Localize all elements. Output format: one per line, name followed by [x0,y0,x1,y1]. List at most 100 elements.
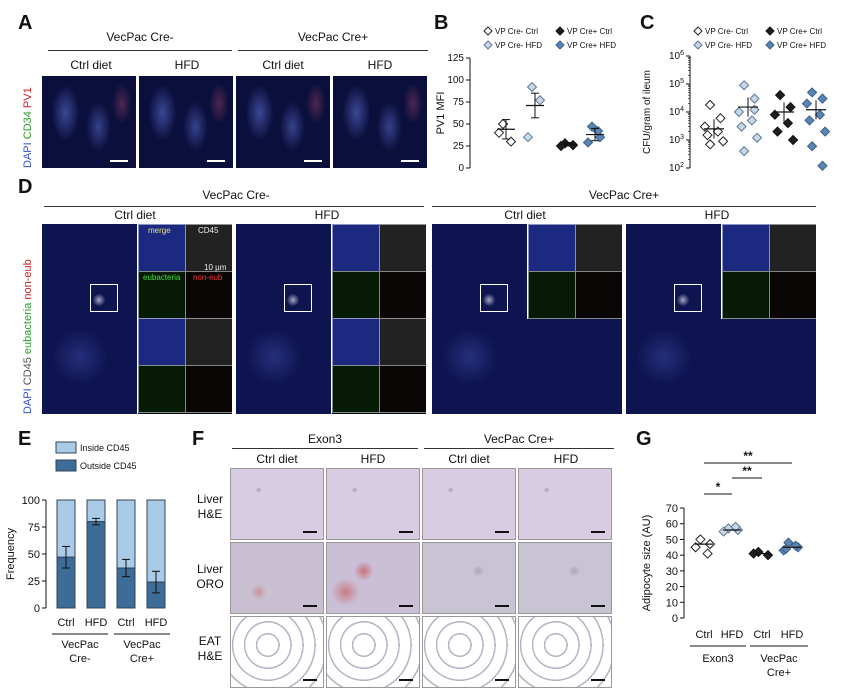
panel-letter-a: A [18,12,33,34]
c-ytick-label-0: 102 [669,162,684,174]
e-ytick-label-3: 75 [28,522,40,534]
d-roi-box-2 [284,284,312,312]
c-point-2-5 [787,134,799,146]
c-legend-marker-2 [693,40,703,50]
a-micrograph-row [42,76,430,168]
d-col-4: HFD [704,208,730,222]
e-legend-swatch-1 [55,459,77,472]
e-bar-outside-1 [86,521,106,609]
g-ytick-label-1: 10 [666,597,678,609]
d-inset-cell-2-5 [332,318,380,366]
f-micrograph-1-4 [518,468,612,540]
f-scale-bar-3-2 [399,679,413,681]
d-col-1: Ctrl diet [114,208,156,222]
chart-c: VP Cre- Ctrl VP Cre+ Ctrl VP Cre- HFD VP Cr… [642,26,831,174]
f-row-3: EAT H&E [197,634,223,663]
g-xtick-label-1: HFD [721,629,744,641]
g-ytick-label-6: 60 [666,519,678,531]
d-inset-cell-2-3 [332,271,380,319]
panel-letter-d: D [18,176,33,198]
a-col-2: HFD [174,58,200,72]
b-legend-label-0: VP Cre- Ctrl [495,27,538,36]
c-point-1-2 [733,106,745,118]
d-inset-scale: 10 µm [204,263,227,272]
f-group-cre-plus: VecPac Cre+ [483,432,555,446]
f-micrograph-2-1 [230,542,324,614]
b-ytick-label-1: 25 [453,141,465,152]
e-legend-swatch-0 [55,441,77,454]
e-xtick-label-2: Ctrl [117,617,134,629]
c-point-1-4 [736,121,747,132]
d-inset-cell-1-7 [138,365,186,413]
c-point-2-0 [774,89,786,101]
e-ytick-label-2: 50 [28,549,40,561]
c-ylabel: CFU/gram of ileum [642,70,653,154]
f-micrograph-2-2 [326,542,420,614]
b-ytick-label-5: 125 [447,53,464,64]
a-scale-bar-4 [401,160,419,162]
panel-letter-b: B [434,12,449,34]
a-scale-bar-1 [110,160,128,162]
f-micrograph-2-4 [518,542,612,614]
d-group-cre-minus: VecPac Cre- [202,188,270,202]
b-legend-label-2: VP Cre- HFD [495,41,542,50]
c-ytick-label-4: 106 [669,50,684,62]
c-point-0-0 [704,99,716,111]
c-point-1-1 [749,93,760,104]
g-xtick-label-0: Ctrl [695,629,712,641]
b-ytick-label-4: 100 [447,75,464,86]
b-ytick-label-0: 0 [458,163,464,174]
d-micrograph-3 [432,224,622,414]
f-group-exon3: Exon3 [307,432,343,446]
b-point-1-0 [526,81,538,93]
f-scale-bar-1-1 [303,531,317,533]
d-inset-cell-2-2 [379,224,426,272]
a-micrograph-3 [236,76,330,168]
c-point-2-4 [772,126,783,137]
c-point-2-3 [782,117,794,129]
d-roi-box-1 [90,284,118,312]
b-point-1-1 [534,95,546,106]
chart-b: VP Cre- Ctrl VP Cre+ Ctrl VP Cre- HFD VP Cr… [435,26,616,174]
d-inset-merge: merge [148,226,171,235]
g-ytick-label-4: 40 [666,550,678,562]
f-scale-bar-2-4 [591,605,605,607]
e-group-label-1-b: Cre+ [130,653,154,665]
panel-letter-e: E [18,428,32,450]
f-scale-bar-1-3 [495,531,509,533]
panel-letter-f: F [192,428,205,450]
a-group-cre-minus: VecPac Cre- [106,30,174,44]
f-scale-bar-2-2 [399,605,413,607]
c-point-0-6 [704,139,716,150]
f-micrograph-3-3 [422,616,516,688]
f-col-4: HFD [553,452,579,466]
f-scale-bar-2-3 [495,605,509,607]
a-col-4: HFD [367,58,393,72]
d-inset-cell-4-2 [769,224,816,272]
c-legend-marker-0 [693,26,703,36]
c-point-0-5 [717,136,729,147]
d-inset-cell-3-4 [575,271,622,319]
f-col-1: Ctrl diet [256,452,298,466]
a-col-3: Ctrl diet [262,58,304,72]
f-micrograph-3-1 [230,616,324,688]
d-inset-eub: eubacteria [143,273,181,282]
a-micrograph-1 [42,76,136,168]
d-col-2: HFD [314,208,340,222]
f-row-1: Liver H&E [196,492,223,521]
c-ytick-label-3: 105 [669,78,684,90]
c-point-3-5 [819,126,831,137]
d-inset-cell-1-6 [185,318,232,366]
g-point-0-3 [702,548,713,559]
d-stain-label: DAPI CD45 eubacteria non-eub [22,259,34,414]
d-inset-cell-4-3 [722,271,770,319]
d-inset-cell-1-5 [138,318,186,366]
b-point-0-1 [505,136,517,147]
a-col-1: Ctrl diet [70,58,112,72]
d-inset-cell-2-7 [332,365,380,413]
b-point-2-1 [567,139,579,151]
d-inset-cell-2-8 [379,365,426,413]
e-ytick-label-0: 0 [34,603,40,615]
c-point-3-0 [806,87,818,98]
g-point-0-0 [695,534,706,545]
